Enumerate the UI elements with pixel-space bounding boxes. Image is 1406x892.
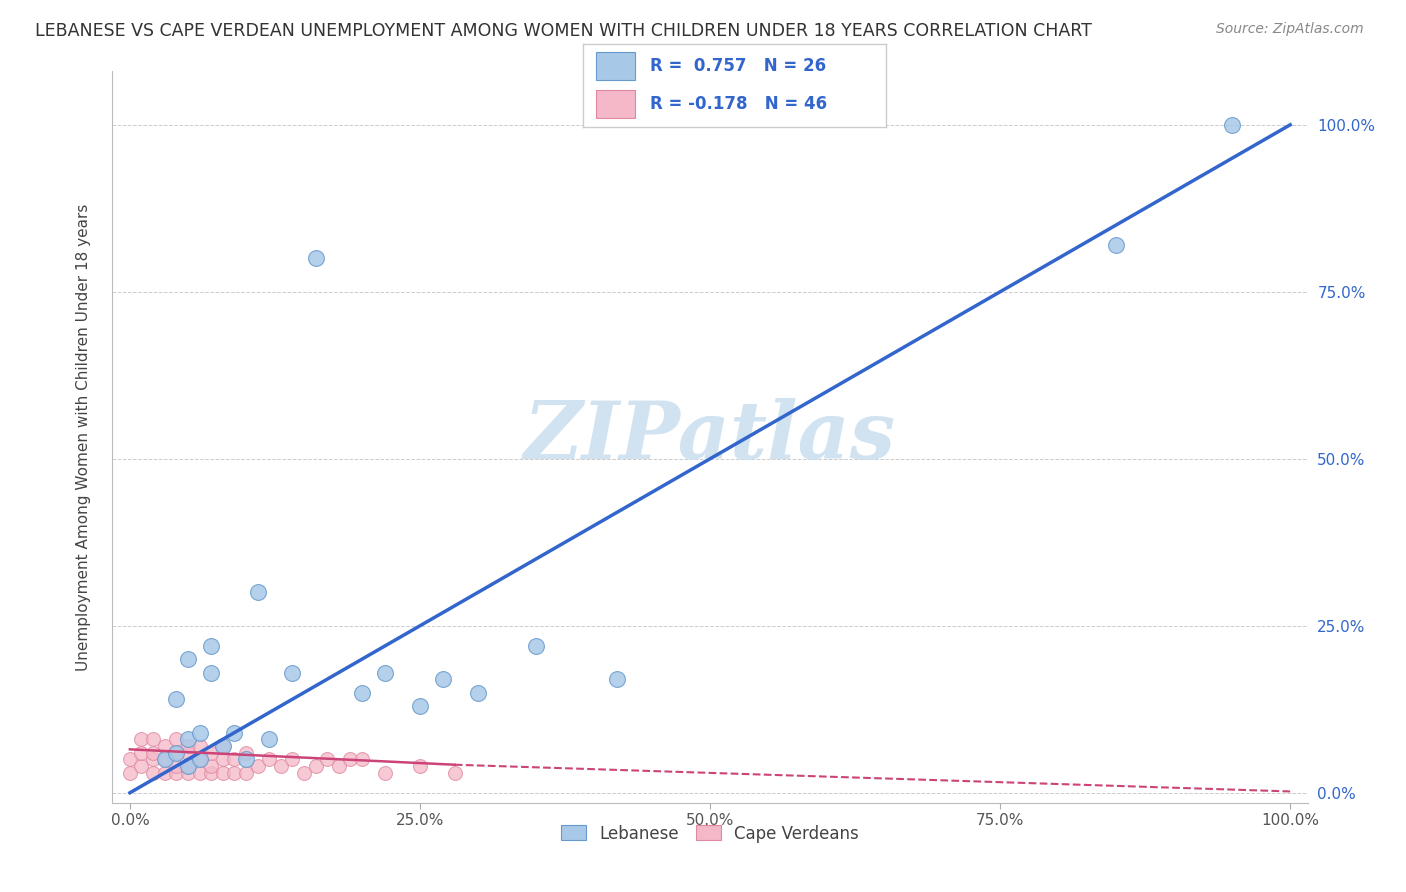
Point [281,752,304,766]
Point [165,759,187,773]
Point [165,746,187,760]
Point [188,739,211,753]
Point [153,752,176,766]
Point [246,759,269,773]
Point [165,765,187,780]
Point [177,746,200,760]
Point [350,685,373,699]
Point [177,739,200,753]
Point [304,252,326,266]
Point [200,765,222,780]
Point [153,739,176,753]
Point [224,765,246,780]
Point [257,752,280,766]
Point [224,752,246,766]
Point [200,746,222,760]
Point [409,698,432,713]
Point [177,732,200,747]
Point [350,752,373,766]
Y-axis label: Unemployment Among Women with Children Under 18 years: Unemployment Among Women with Children U… [76,203,91,671]
Point [339,752,361,766]
Point [1105,238,1128,252]
Point [200,759,222,773]
Point [131,746,153,760]
Point [270,759,292,773]
Text: ZIPatlas: ZIPatlas [524,399,896,475]
Point [188,765,211,780]
Text: R =  0.757   N = 26: R = 0.757 N = 26 [650,57,827,75]
Point [374,665,396,680]
Point [118,752,141,766]
Point [235,752,257,766]
Text: R = -0.178   N = 46: R = -0.178 N = 46 [650,95,827,113]
Point [257,732,280,747]
Point [177,652,200,666]
Point [165,692,187,706]
Point [211,752,233,766]
Point [281,665,304,680]
Point [177,759,200,773]
Point [1220,118,1243,132]
Point [246,585,269,599]
Point [200,665,222,680]
Point [153,765,176,780]
Point [524,639,547,653]
Point [443,765,465,780]
Point [131,732,153,747]
Point [467,685,489,699]
Text: Source: ZipAtlas.com: Source: ZipAtlas.com [1216,22,1364,37]
Point [606,672,628,686]
Point [165,746,187,760]
Point [131,759,153,773]
Point [235,746,257,760]
Point [165,732,187,747]
Point [188,725,211,739]
Point [142,765,165,780]
Point [211,739,233,753]
Point [118,765,141,780]
Legend: Lebanese, Cape Verdeans: Lebanese, Cape Verdeans [554,818,866,849]
Point [177,759,200,773]
Point [188,752,211,766]
Point [188,752,211,766]
Point [235,765,257,780]
Point [142,752,165,766]
Bar [596,90,636,119]
Point [200,639,222,653]
Point [432,672,454,686]
Point [409,759,432,773]
Point [316,752,339,766]
Bar [596,52,636,80]
Point [142,732,165,747]
Point [374,765,396,780]
Point [211,765,233,780]
Text: LEBANESE VS CAPE VERDEAN UNEMPLOYMENT AMONG WOMEN WITH CHILDREN UNDER 18 YEARS C: LEBANESE VS CAPE VERDEAN UNEMPLOYMENT AM… [35,22,1092,40]
Point [142,746,165,760]
Point [177,765,200,780]
Point [328,759,350,773]
Point [292,765,315,780]
Point [304,759,326,773]
Point [153,752,176,766]
Point [224,725,246,739]
Point [211,739,233,753]
